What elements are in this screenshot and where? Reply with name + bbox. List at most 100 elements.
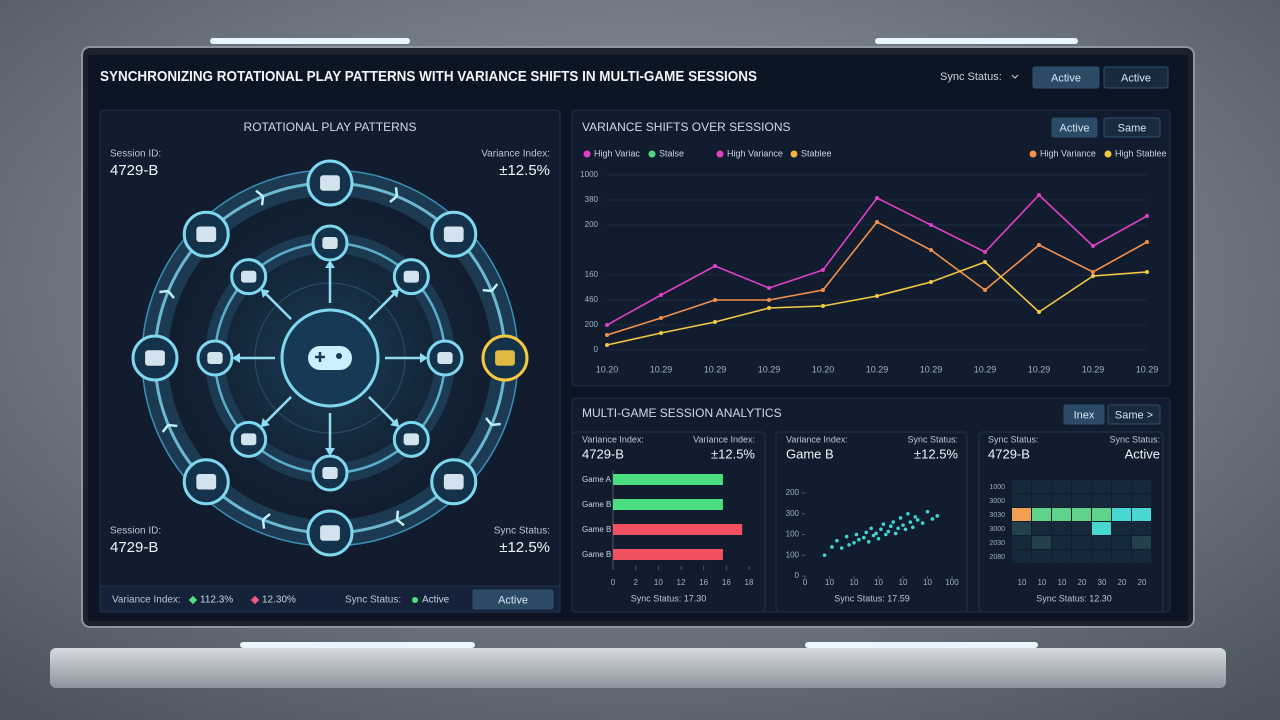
x-tick-label: 10 [825, 578, 834, 587]
point [1091, 244, 1095, 248]
point [713, 264, 717, 268]
bar [613, 499, 723, 510]
x-tick-label: 16 [699, 578, 708, 587]
heat-cell [1132, 480, 1151, 493]
info-label: Sync Status: [494, 526, 550, 537]
diagram-shape [241, 270, 257, 283]
diagram-shape [260, 288, 270, 298]
diagram-shape [196, 226, 217, 242]
footer-label: Sync Status: [345, 595, 401, 606]
info-value: 4729-B [582, 446, 624, 461]
x-tick-label: 10.29 [1082, 364, 1105, 374]
heat-cell [1072, 494, 1091, 507]
x-tick-label: 10 [850, 578, 859, 587]
row-label: 3030 [989, 512, 1005, 519]
diagram-shape [485, 417, 501, 427]
x-tick-label: 10 [899, 578, 908, 587]
legend-swatch [583, 150, 591, 158]
diagram-shape [389, 187, 399, 203]
diagram-shape [145, 350, 165, 366]
scatter-point [888, 524, 893, 528]
point [983, 250, 987, 254]
title: SYNCHRONIZING ROTATIONAL PLAY PATTERNS W… [100, 68, 757, 85]
chart-button[interactable] [1063, 404, 1105, 425]
heat-cell [1072, 522, 1091, 535]
x-tick-label: 10.29 [866, 364, 889, 374]
scatter-point [913, 515, 918, 519]
footer-button[interactable] [472, 589, 554, 610]
chart-button-text: Same > [1115, 409, 1153, 421]
point [767, 298, 771, 302]
x-tick-label: 10.29 [1136, 364, 1159, 374]
diagram-shape [403, 270, 419, 283]
scatter-point [896, 526, 900, 531]
status-button[interactable] [1103, 66, 1169, 89]
scatter-point [866, 539, 871, 544]
status-button-text: Active [1121, 72, 1151, 84]
point [1037, 193, 1041, 197]
chart-button[interactable] [1051, 117, 1098, 138]
row-label: 1000 [989, 484, 1005, 491]
column-label: 10 [1018, 578, 1027, 587]
scatter-point [874, 531, 878, 536]
chart-button[interactable] [1103, 117, 1161, 138]
info-label: Sync Status: [1109, 434, 1160, 444]
heat-cell [1132, 536, 1151, 549]
column-label: 20 [1138, 578, 1147, 587]
heat-cell [1032, 550, 1051, 563]
scatter-point [862, 535, 866, 540]
x-tick-label: 10.29 [758, 364, 781, 374]
heat-cell [1052, 536, 1071, 549]
x-tick-label: 10.29 [1028, 364, 1051, 374]
scatter-point [822, 553, 827, 558]
panel-title: ROTATIONAL PLAY PATTERNS [244, 120, 417, 134]
y-tick-label: 200 [585, 220, 599, 229]
heat-cell [1012, 494, 1031, 507]
info-label: Variance Index: [786, 434, 848, 444]
column-label: 20 [1078, 578, 1087, 587]
info-value: ±12.5% [499, 539, 550, 556]
x-tick-label: 10 [654, 578, 663, 587]
info-value: 4729-B [110, 539, 158, 556]
column-label: 20 [1118, 578, 1127, 587]
row-label: 3000 [989, 526, 1005, 533]
x-tick-label: 2 [633, 578, 638, 587]
footer-text: Sync Status: 17.30 [631, 593, 707, 603]
point [605, 323, 609, 327]
x-tick-label: 10 [923, 578, 932, 587]
diagram-shape [264, 396, 292, 424]
diagram-shape [315, 352, 325, 362]
heat-cell [1012, 550, 1031, 563]
heat-cell [1112, 550, 1131, 563]
diagram-shape [482, 283, 499, 293]
heat-cell [1052, 508, 1071, 521]
legend-label: High Stablee [1115, 148, 1167, 158]
scatter-point [876, 536, 881, 541]
x-tick-label: 10 [874, 578, 883, 587]
point [659, 331, 663, 335]
point [1145, 270, 1149, 274]
x-tick-label: 10.29 [974, 364, 997, 374]
diagram-shape [320, 175, 340, 191]
info-value: ±12.5% [499, 162, 550, 179]
info-value: ±12.5% [914, 446, 958, 461]
heat-cell [1032, 480, 1051, 493]
x-tick-label: 0 [611, 578, 616, 587]
diagram-shape [207, 352, 223, 364]
diagram-shape [420, 353, 428, 363]
column-label: 10 [1038, 578, 1047, 587]
heat-cell [1112, 480, 1131, 493]
diagram-shape [325, 260, 335, 268]
y-tick-label: 1000 [580, 170, 598, 179]
diagram-shape [308, 346, 352, 370]
status-button[interactable] [1032, 66, 1100, 89]
diagram-shape [437, 352, 453, 364]
heat-cell [1012, 480, 1031, 493]
diagram-shape [260, 418, 270, 428]
chart-button[interactable] [1107, 404, 1161, 425]
legend-label: High Variance [727, 148, 783, 158]
heat-cell [1072, 550, 1091, 563]
heat-cell [1112, 494, 1131, 507]
scatter-point [886, 529, 891, 534]
